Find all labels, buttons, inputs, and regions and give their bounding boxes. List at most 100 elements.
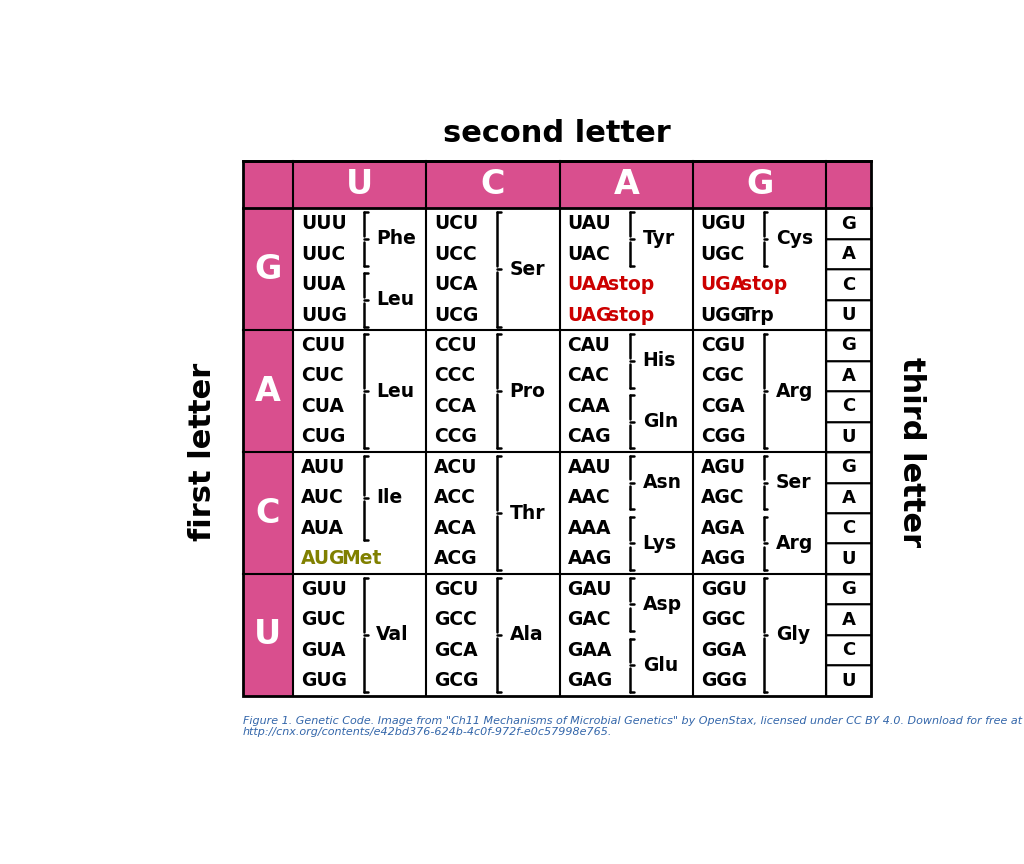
Text: Pro: Pro [509,382,546,401]
Bar [826,452,871,483]
Bar [826,360,871,391]
Text: Gly: Gly [776,626,810,645]
Text: stop: stop [607,275,654,294]
Text: His: His [643,351,676,370]
Text: Lys: Lys [643,534,677,553]
Text: G: G [254,253,282,286]
Text: UCG: UCG [434,306,478,325]
Text: GUC: GUC [301,610,345,629]
Text: UUA: UUA [301,275,345,294]
Bar [826,300,871,330]
Text: ACC: ACC [434,488,476,507]
Text: GCA: GCA [434,640,478,659]
Bar [826,330,871,360]
Bar [826,270,871,300]
Text: Glu: Glu [643,656,678,675]
Text: U: U [842,671,856,689]
Text: UAA: UAA [567,275,611,294]
Text: C: C [842,641,855,659]
Bar [826,635,871,665]
Text: Figure 1. Genetic Code. Image from "Ch11 Mechanisms of Microbial Genetics" by Op: Figure 1. Genetic Code. Image from "Ch11… [243,715,1022,737]
Text: CCC: CCC [434,366,475,385]
Text: GCG: GCG [434,671,478,690]
Text: Thr: Thr [509,504,545,523]
Text: G: G [842,581,856,598]
Text: Ile: Ile [376,488,402,507]
Text: AGU: AGU [700,458,745,477]
Text: Asn: Asn [643,473,682,492]
Text: UUC: UUC [301,245,345,264]
Text: U: U [254,619,282,651]
Text: C: C [842,397,855,416]
Text: AGA: AGA [700,518,745,537]
Text: U: U [842,550,856,568]
Text: C: C [842,519,855,537]
Text: C: C [842,276,855,294]
Bar [243,208,293,696]
Text: CUU: CUU [301,336,345,355]
Text: AAC: AAC [567,488,610,507]
Text: Arg: Arg [776,382,813,401]
Text: CAU: CAU [567,336,610,355]
Text: Met: Met [341,550,382,569]
Text: Arg: Arg [776,534,813,553]
Text: A: A [255,375,281,408]
Text: AUC: AUC [301,488,344,507]
Text: Val: Val [376,626,409,645]
Text: U: U [842,306,856,324]
Text: UGU: UGU [700,214,746,233]
Bar [826,238,871,270]
Text: GGG: GGG [700,671,746,690]
Bar [243,161,871,208]
Text: GAA: GAA [567,640,611,659]
Bar [243,161,871,696]
Text: CCA: CCA [434,397,476,416]
Text: UUG: UUG [301,306,347,325]
Text: Ser: Ser [776,473,812,492]
Bar [826,513,871,543]
Text: U: U [842,428,856,446]
Text: ACG: ACG [434,550,478,569]
Text: A: A [842,245,856,264]
Bar [826,605,871,635]
Text: GGC: GGC [700,610,745,629]
Text: CCG: CCG [434,428,477,447]
Text: stop: stop [607,306,654,325]
Text: AUU: AUU [301,458,345,477]
Text: AUG: AUG [301,550,345,569]
Bar [826,208,871,238]
Text: UCC: UCC [434,245,477,264]
Bar [826,422,871,452]
Text: UCA: UCA [434,275,477,294]
Text: UCU: UCU [434,214,478,233]
Text: UGA: UGA [700,275,745,294]
Text: Cys: Cys [776,229,813,248]
Text: Leu: Leu [376,290,415,309]
Text: AGC: AGC [700,488,744,507]
Text: GUA: GUA [301,640,345,659]
Text: CGU: CGU [700,336,745,355]
Text: CAA: CAA [567,397,610,416]
Text: CUG: CUG [301,428,345,447]
Text: CAG: CAG [567,428,611,447]
Text: UAC: UAC [567,245,610,264]
Text: C: C [256,497,281,530]
Text: GAU: GAU [567,580,612,599]
Text: A: A [842,367,856,385]
Text: CGC: CGC [700,366,743,385]
Text: CUA: CUA [301,397,344,416]
Bar [826,391,871,422]
Text: AAU: AAU [567,458,611,477]
Text: A: A [842,489,856,507]
Text: A: A [613,168,639,201]
Text: GCU: GCU [434,580,478,599]
Text: GUG: GUG [301,671,347,690]
Text: Phe: Phe [376,229,416,248]
Text: AAG: AAG [567,550,611,569]
Text: AGG: AGG [700,550,745,569]
Text: G: G [745,168,773,201]
Text: UGC: UGC [700,245,745,264]
Text: second letter: second letter [443,119,671,149]
Text: Trp: Trp [741,306,775,325]
Text: CCU: CCU [434,336,477,355]
